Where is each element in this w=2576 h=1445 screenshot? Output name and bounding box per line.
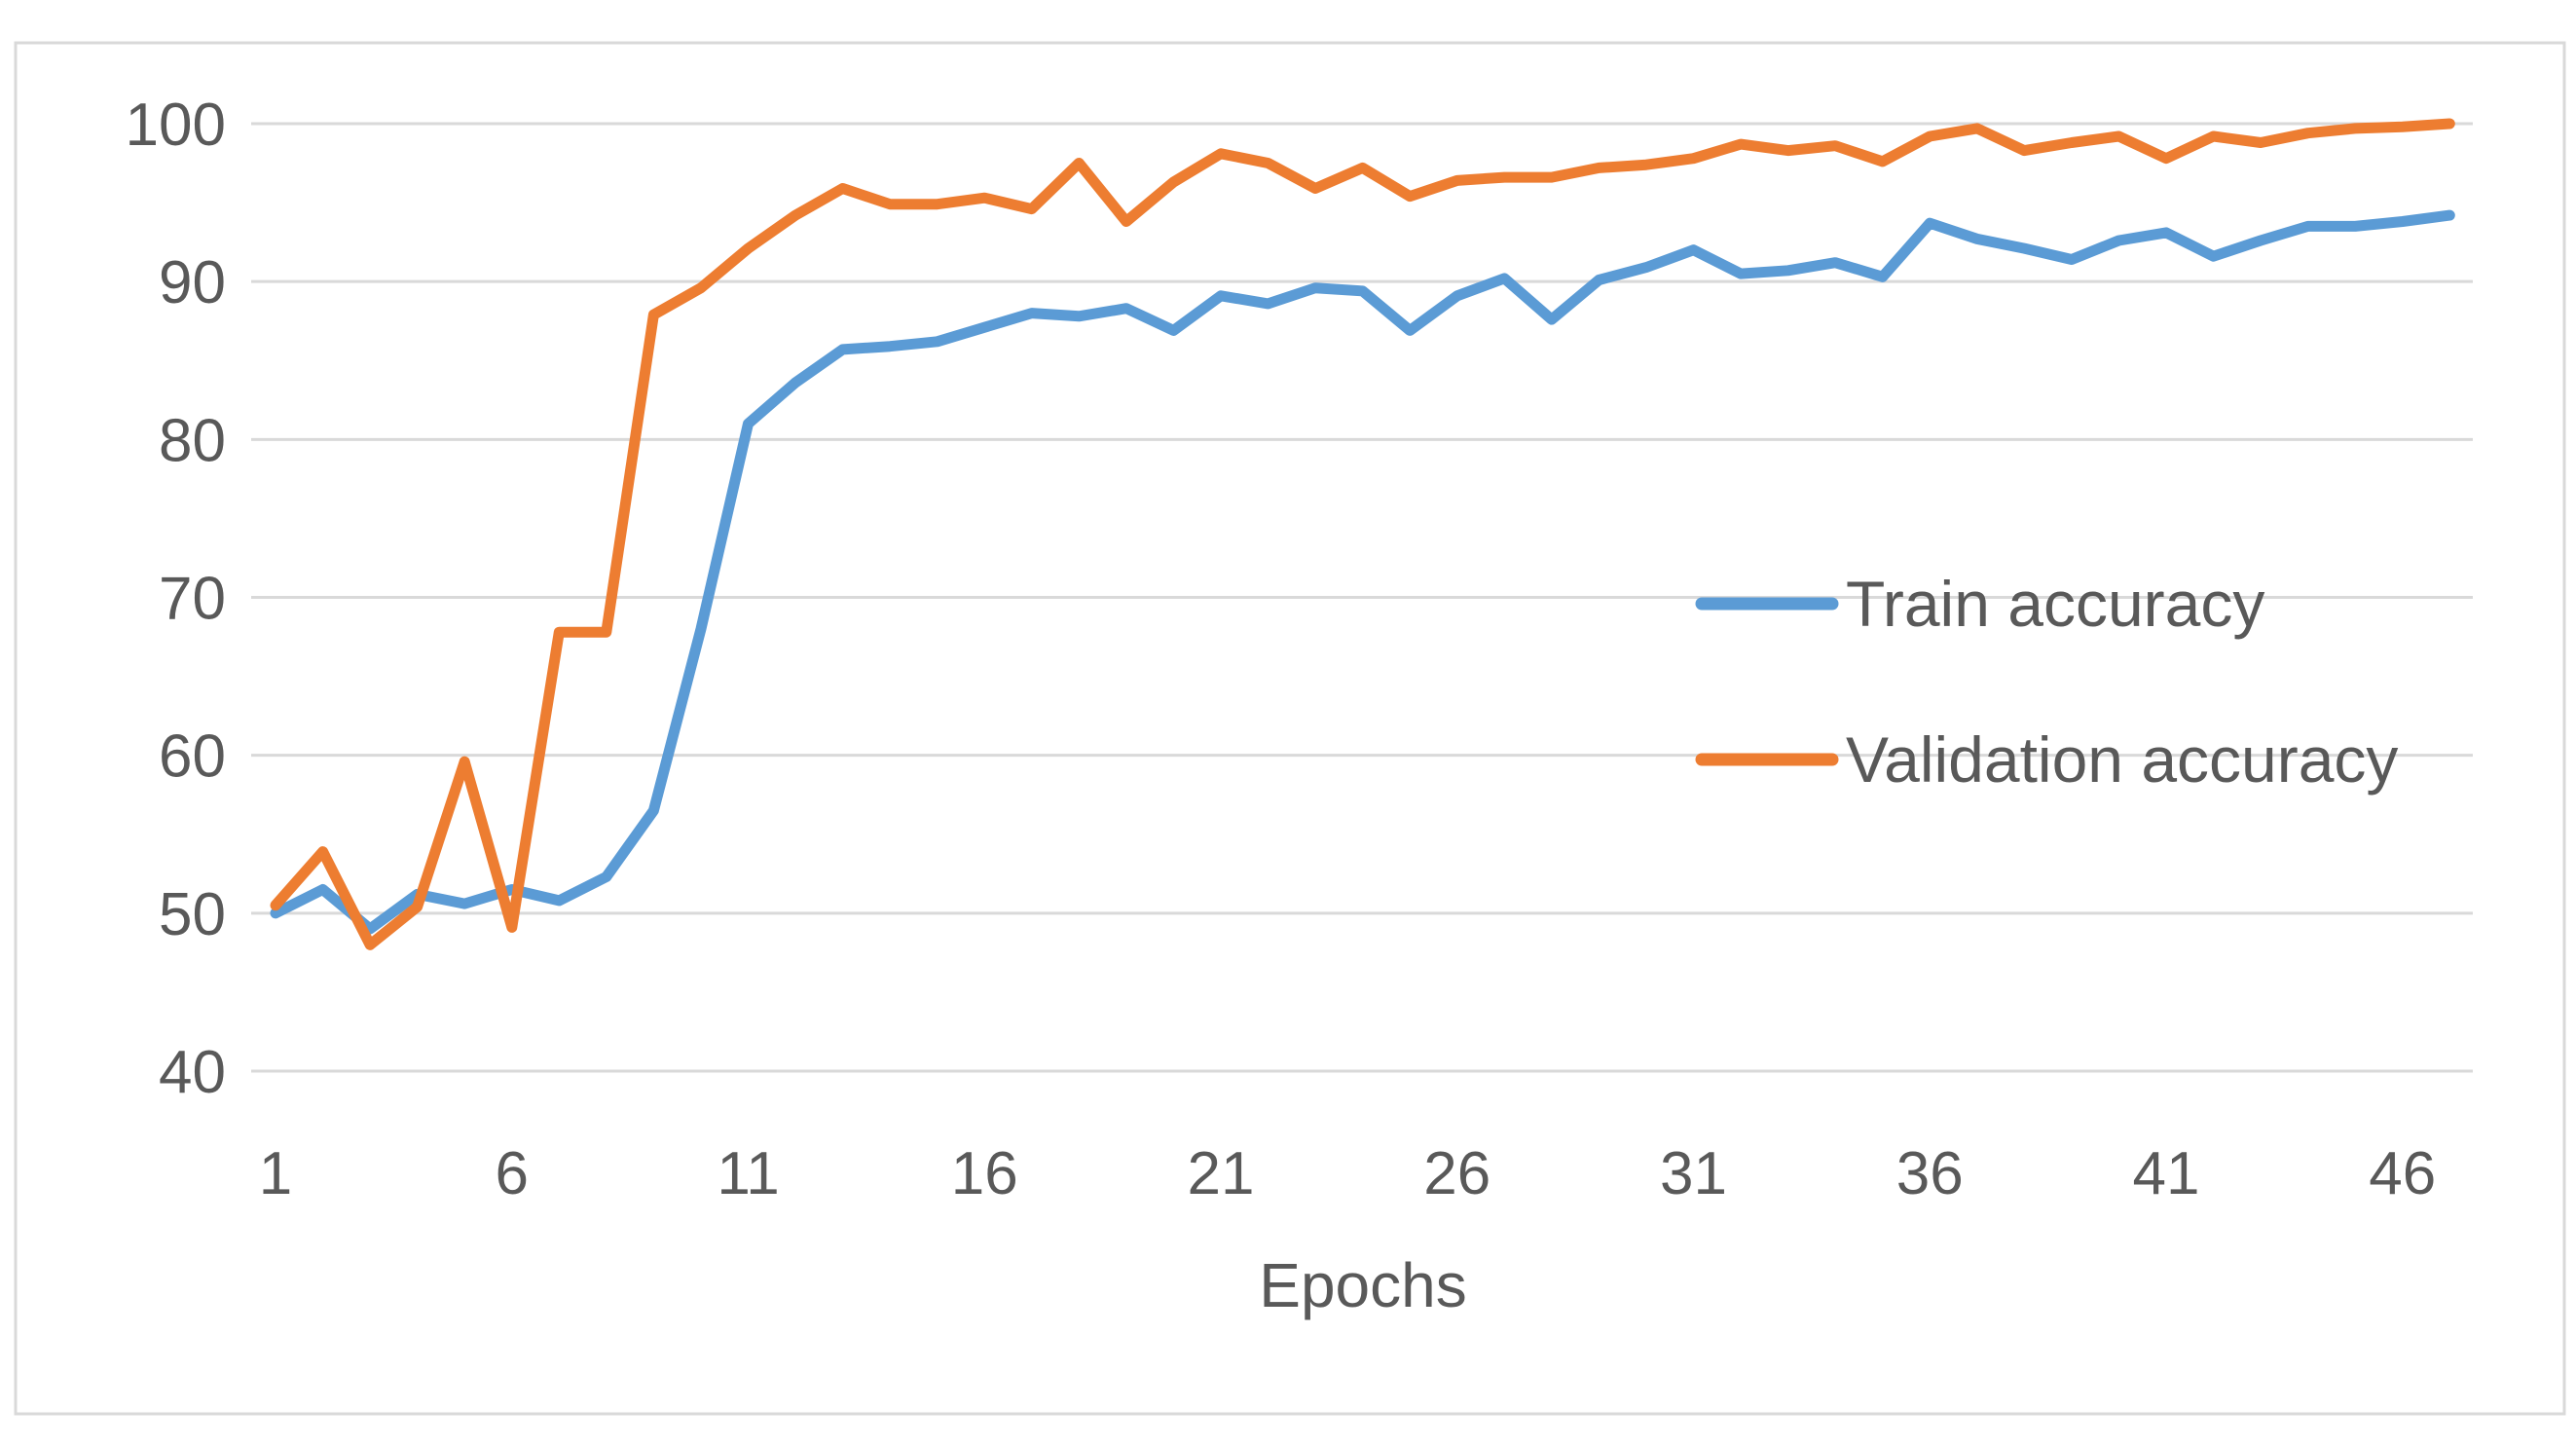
x-tick-label: 46 [2369, 1140, 2436, 1207]
series-line-validation-accuracy [270, 118, 2455, 950]
legend: Train accuracy Validation accuracy [1695, 568, 2398, 796]
y-tick-label: 100 [126, 92, 226, 159]
chart-border [14, 41, 2566, 1416]
x-tick-label: 6 [496, 1140, 529, 1207]
series-line-train-accuracy [270, 209, 2455, 935]
y-tick-label: 60 [159, 723, 226, 791]
x-tick-label: 1 [259, 1140, 292, 1207]
y-tick-label: 80 [159, 407, 226, 474]
x-tick-label: 16 [951, 1140, 1018, 1207]
x-axis-title: Epochs [1259, 1250, 1466, 1320]
y-tick-label: 90 [159, 249, 226, 316]
legend-label-train-accuracy: Train accuracy [1846, 568, 2264, 640]
x-tick-label: 36 [1896, 1140, 1964, 1207]
y-axis-ticks: 40 50 60 70 80 90 100 [126, 92, 226, 1106]
x-tick-label: 41 [2133, 1140, 2200, 1207]
x-tick-label: 11 [717, 1140, 779, 1207]
x-axis-ticks: 1 6 11 16 21 26 31 36 41 46 [259, 1140, 2436, 1207]
y-tick-label: 70 [159, 566, 226, 633]
gridlines [251, 122, 2473, 1073]
legend-label-validation-accuracy: Validation accuracy [1846, 723, 2398, 796]
x-tick-label: 31 [1660, 1140, 1727, 1207]
series-lines [270, 118, 2455, 950]
x-tick-label: 26 [1423, 1140, 1490, 1207]
y-tick-label: 50 [159, 881, 226, 948]
x-tick-label: 21 [1188, 1140, 1255, 1207]
y-tick-label: 40 [159, 1039, 226, 1106]
